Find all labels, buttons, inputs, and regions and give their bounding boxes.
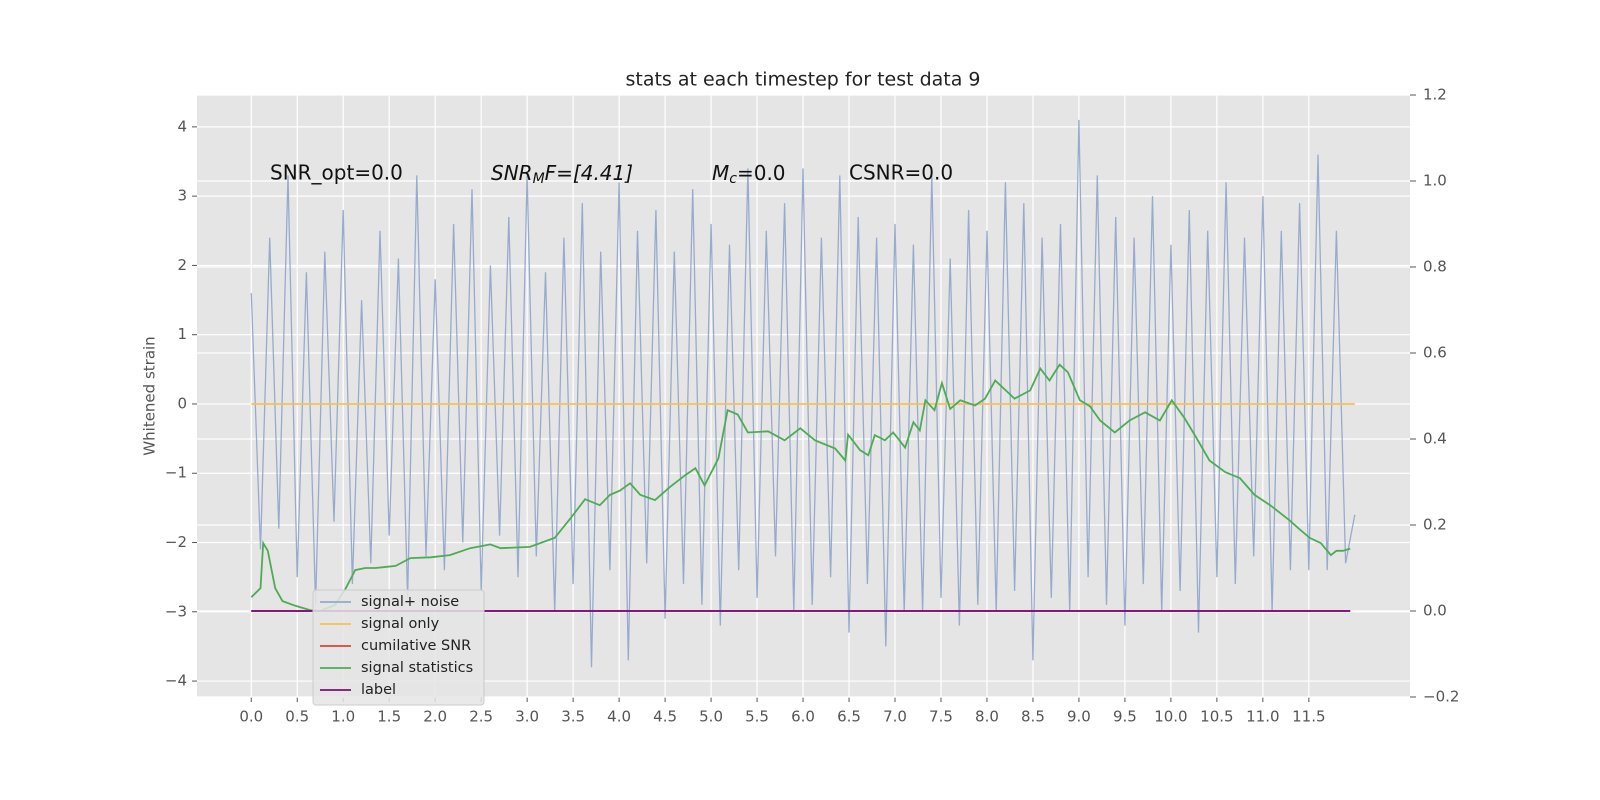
- x-tick-label: 6.5: [837, 708, 861, 726]
- y2-tick-label: 1.2: [1423, 86, 1447, 104]
- x-tick-label: 1.5: [377, 708, 401, 726]
- x-tick-label: 3.0: [515, 708, 539, 726]
- y2-tick-label: 0.6: [1423, 344, 1447, 362]
- annotation-part: M: [533, 171, 545, 187]
- annotation: SNR_opt=0.0: [270, 161, 403, 185]
- y2-tick-label: 0.2: [1423, 516, 1447, 534]
- x-tick-label: 2.0: [423, 708, 447, 726]
- x-tick-label: 0.5: [285, 708, 309, 726]
- annotation: CSNR=0.0: [849, 161, 953, 185]
- annotation-part: =0.0: [737, 161, 786, 185]
- x-tick-label: 10.5: [1200, 708, 1233, 726]
- y-tick-label: 3: [177, 187, 187, 205]
- y-tick-label: −3: [165, 602, 187, 620]
- x-tick-label: 0.0: [239, 708, 263, 726]
- legend-label: signal+ noise: [361, 594, 459, 610]
- series-line: [250, 363, 1351, 612]
- x-tick-label: 11.0: [1246, 708, 1279, 726]
- x-tick-label: 8.0: [975, 708, 999, 726]
- y2-tick-label: 0.0: [1423, 602, 1447, 620]
- annotation-part: F=[4.41]: [545, 161, 633, 185]
- legend-label: signal only: [361, 616, 440, 632]
- annotation-part: c: [729, 171, 737, 187]
- x-tick-label: 2.5: [469, 708, 493, 726]
- x-tick-label: 6.0: [791, 708, 815, 726]
- y-tick-label: 4: [177, 117, 187, 135]
- x-tick-label: 10.0: [1154, 708, 1187, 726]
- annotation-part: F=[4.41]: [545, 161, 633, 185]
- y-axis-label: Whitened strain: [141, 336, 159, 455]
- y2-tick-label: −0.2: [1423, 688, 1459, 706]
- y-tick-label: 1: [177, 325, 187, 343]
- annotation-part: SNR: [491, 161, 533, 185]
- x-tick-label: 8.5: [1021, 708, 1045, 726]
- x-tick-label: 4.0: [607, 708, 631, 726]
- legend-label: cumilative SNR: [361, 638, 471, 654]
- x-tick-label: 4.5: [653, 708, 677, 726]
- legend-label: signal statistics: [361, 660, 473, 676]
- y-tick-label: 2: [177, 256, 187, 274]
- y-tick-label: −4: [165, 672, 187, 690]
- y2-tick-label: 1.0: [1423, 172, 1447, 190]
- legend-label: label: [361, 682, 396, 698]
- annotation: Mc=0.0: [712, 161, 786, 188]
- annotation: SNRMF=[4.41]: [491, 161, 633, 188]
- annotation-part: M: [712, 161, 729, 185]
- x-tick-label: 1.0: [331, 708, 355, 726]
- x-tick-label: 7.0: [883, 708, 907, 726]
- chart-title: stats at each timestep for test data 9: [625, 69, 980, 91]
- series-line: [250, 119, 1356, 668]
- x-tick-label: 5.0: [699, 708, 723, 726]
- x-tick-label: 5.5: [745, 708, 769, 726]
- x-tick-label: 11.5: [1292, 708, 1325, 726]
- y2-tick-label: 0.8: [1423, 258, 1447, 276]
- x-tick-label: 9.0: [1067, 708, 1091, 726]
- y2-tick-label: 0.4: [1423, 430, 1447, 448]
- legend-box: [312, 589, 485, 706]
- x-tick-label: 7.5: [929, 708, 953, 726]
- y-tick-label: −1: [165, 464, 187, 482]
- x-tick-label: 9.5: [1113, 708, 1137, 726]
- x-tick-label: 3.5: [561, 708, 585, 726]
- y-tick-label: 0: [177, 394, 187, 412]
- y-tick-label: −2: [165, 533, 187, 551]
